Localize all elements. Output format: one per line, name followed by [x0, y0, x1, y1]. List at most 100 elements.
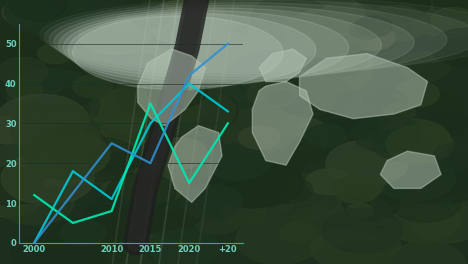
Circle shape [97, 226, 150, 256]
Circle shape [279, 223, 315, 243]
Circle shape [343, 1, 397, 32]
Circle shape [253, 193, 293, 216]
Circle shape [41, 223, 85, 247]
Circle shape [0, 167, 43, 205]
Circle shape [147, 0, 228, 45]
Circle shape [11, 106, 102, 157]
Circle shape [120, 192, 143, 205]
Circle shape [343, 188, 399, 221]
Circle shape [248, 73, 336, 122]
Circle shape [7, 137, 95, 186]
Circle shape [347, 203, 373, 218]
Circle shape [291, 0, 366, 37]
Circle shape [44, 16, 69, 31]
Circle shape [125, 101, 168, 125]
Circle shape [156, 88, 238, 135]
Circle shape [116, 168, 178, 203]
Polygon shape [300, 54, 428, 119]
Circle shape [348, 177, 383, 197]
Circle shape [205, 144, 270, 180]
Circle shape [212, 19, 236, 33]
Circle shape [303, 3, 388, 51]
Circle shape [132, 46, 170, 67]
Circle shape [0, 173, 43, 216]
Circle shape [115, 70, 201, 119]
Circle shape [363, 222, 412, 250]
Circle shape [348, 229, 401, 259]
Circle shape [358, 0, 431, 23]
Circle shape [367, 17, 410, 41]
Circle shape [439, 182, 468, 201]
Circle shape [0, 106, 53, 151]
Circle shape [284, 17, 307, 30]
Circle shape [173, 34, 258, 83]
Circle shape [2, 0, 55, 27]
Circle shape [11, 103, 47, 124]
Polygon shape [138, 49, 205, 126]
Circle shape [219, 65, 272, 95]
Circle shape [147, 74, 208, 108]
Circle shape [180, 185, 242, 219]
Circle shape [0, 117, 31, 144]
Circle shape [315, 135, 406, 186]
Circle shape [378, 119, 450, 160]
Circle shape [46, 152, 112, 189]
Circle shape [7, 79, 43, 100]
Ellipse shape [63, 11, 349, 84]
Circle shape [106, 173, 176, 212]
Circle shape [40, 0, 122, 29]
Circle shape [398, 51, 451, 81]
Circle shape [240, 49, 321, 95]
Circle shape [285, 8, 372, 58]
Circle shape [292, 207, 339, 234]
Circle shape [227, 50, 312, 98]
Circle shape [395, 156, 468, 205]
Circle shape [0, 20, 49, 70]
Circle shape [356, 31, 395, 53]
Circle shape [401, 166, 468, 206]
Circle shape [421, 111, 468, 137]
Circle shape [314, 226, 358, 251]
Circle shape [327, 117, 357, 134]
Circle shape [101, 187, 150, 215]
Circle shape [306, 169, 351, 195]
Circle shape [79, 13, 151, 54]
Circle shape [186, 33, 260, 74]
Circle shape [41, 160, 87, 186]
Circle shape [271, 79, 313, 102]
Circle shape [178, 36, 240, 71]
Circle shape [191, 205, 243, 234]
Circle shape [331, 239, 392, 264]
Circle shape [131, 5, 171, 28]
Circle shape [39, 66, 119, 111]
Ellipse shape [68, 13, 316, 87]
Circle shape [59, 88, 90, 105]
Circle shape [254, 84, 307, 114]
Circle shape [221, 27, 312, 78]
Circle shape [372, 128, 430, 161]
Circle shape [146, 229, 219, 264]
Circle shape [85, 107, 174, 156]
Circle shape [23, 131, 110, 179]
Circle shape [277, 75, 352, 117]
Circle shape [105, 235, 197, 264]
Circle shape [415, 179, 468, 213]
Circle shape [101, 152, 142, 176]
Circle shape [123, 0, 211, 36]
Circle shape [351, 25, 395, 50]
Circle shape [335, 196, 391, 228]
Circle shape [99, 99, 173, 140]
Circle shape [189, 0, 268, 26]
Ellipse shape [58, 8, 381, 82]
Circle shape [431, 7, 468, 32]
Circle shape [218, 107, 298, 152]
Circle shape [111, 53, 164, 83]
Circle shape [97, 155, 136, 177]
Circle shape [154, 73, 241, 121]
Circle shape [220, 200, 266, 225]
Circle shape [170, 37, 241, 78]
Circle shape [27, 121, 58, 139]
Circle shape [227, 0, 311, 40]
Circle shape [0, 180, 74, 225]
Circle shape [410, 0, 468, 38]
